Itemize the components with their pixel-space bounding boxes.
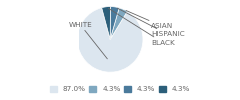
Text: BLACK: BLACK	[108, 8, 175, 46]
Text: HISPANIC: HISPANIC	[117, 8, 185, 37]
Wedge shape	[77, 8, 143, 72]
Legend: 87.0%, 4.3%, 4.3%, 4.3%: 87.0%, 4.3%, 4.3%, 4.3%	[49, 86, 191, 92]
Wedge shape	[110, 8, 127, 39]
Text: ASIAN: ASIAN	[126, 10, 174, 29]
Text: WHITE: WHITE	[68, 22, 107, 59]
Wedge shape	[102, 7, 110, 39]
Wedge shape	[110, 7, 119, 39]
